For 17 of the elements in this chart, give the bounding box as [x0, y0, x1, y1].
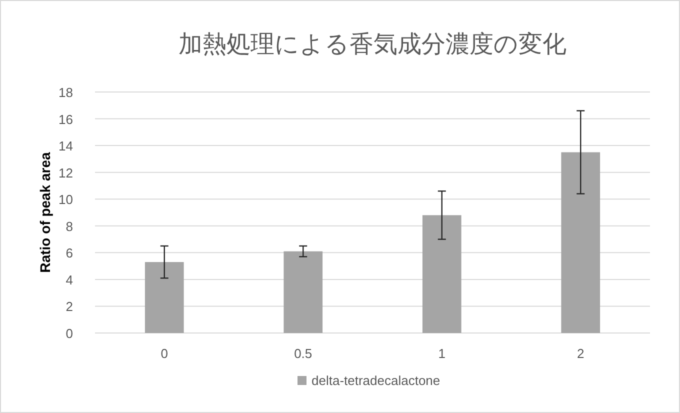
y-tick-label: 16 [58, 112, 73, 127]
y-tick-label: 4 [66, 272, 73, 288]
chart-title: 加熱処理による香気成分濃度の変化 [178, 31, 566, 58]
y-axis-title: Ratio of peak area [37, 152, 53, 273]
y-tick-label: 2 [66, 299, 73, 314]
y-tick-label: 18 [58, 85, 73, 100]
y-tick-label: 0 [66, 326, 73, 341]
x-tick-label: 1 [438, 346, 446, 361]
x-tick-label: 2 [577, 346, 584, 361]
y-tick-label: 10 [58, 192, 73, 208]
y-tick-label: 12 [58, 165, 73, 180]
y-tick-label: 14 [58, 138, 73, 154]
y-tick-label: 8 [66, 218, 73, 234]
legend: delta-tetradecalactone [298, 373, 440, 388]
x-tick-label: 0.5 [294, 346, 312, 361]
x-tick-label: 0 [160, 346, 168, 361]
y-tick-label: 6 [66, 246, 73, 261]
